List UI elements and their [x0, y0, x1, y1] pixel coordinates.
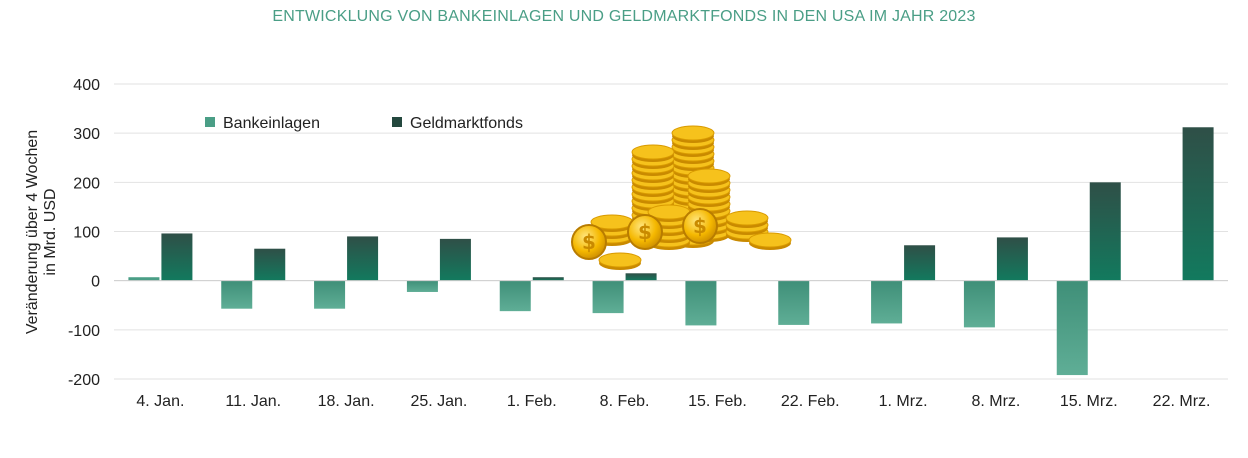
- bars: [128, 127, 1214, 376]
- x-tick-label: 1. Mrz.: [879, 393, 928, 410]
- x-tick-label: 22. Mrz.: [1153, 393, 1211, 410]
- legend-label: Bankeinlagen: [223, 115, 320, 132]
- x-tick-label: 18. Jan.: [318, 393, 375, 410]
- y-tick-label: 0: [91, 274, 100, 291]
- bar-geldmarktfonds: [439, 238, 471, 281]
- dollar-symbol: $: [582, 230, 596, 254]
- bar-geldmarktfonds: [532, 277, 564, 281]
- x-tick-label: 8. Mrz.: [971, 393, 1020, 410]
- bar-geldmarktfonds: [1182, 127, 1214, 281]
- bar-bankeinlagen: [685, 280, 717, 326]
- x-tick-label: 1. Feb.: [507, 393, 557, 410]
- coin: [748, 232, 792, 248]
- x-tick-label: 8. Feb.: [600, 393, 650, 410]
- coin: [671, 125, 715, 141]
- chart-title: ENTWICKLUNG VON BANKEINLAGEN UND GELDMAR…: [272, 8, 976, 25]
- bar-geldmarktfonds: [254, 248, 286, 281]
- y-tick-label: 400: [73, 77, 100, 94]
- bar-geldmarktfonds: [996, 237, 1028, 281]
- bar-bankeinlagen: [128, 277, 160, 281]
- y-tick-label: 100: [73, 225, 100, 242]
- coin: [725, 210, 769, 226]
- y-tick-label: 200: [73, 175, 100, 192]
- x-tick-label: 25. Jan.: [410, 393, 467, 410]
- bar-geldmarktfonds: [1089, 182, 1121, 281]
- upright-coin: [627, 214, 663, 250]
- bar-bankeinlagen: [1056, 280, 1088, 376]
- legend-label: Geldmarktfonds: [410, 115, 523, 132]
- bar-bankeinlagen: [871, 280, 903, 324]
- y-axis-label-line2: in Mrd. USD: [42, 188, 59, 275]
- x-tick-label: 11. Jan.: [225, 393, 281, 410]
- bar-bankeinlagen: [499, 280, 531, 312]
- legend-swatch: [205, 117, 215, 127]
- dollar-symbol: $: [693, 214, 707, 238]
- bar-bankeinlagen: [963, 280, 995, 328]
- bar-bankeinlagen: [221, 280, 253, 309]
- x-tick-label: 15. Mrz.: [1060, 393, 1118, 410]
- bar-geldmarktfonds: [161, 233, 193, 281]
- upright-coin: [571, 224, 607, 260]
- bar-geldmarktfonds: [347, 236, 379, 281]
- legend: Bankeinlagen Geldmarktfonds: [205, 115, 523, 132]
- bar-bankeinlagen: [592, 280, 624, 314]
- y-tick-label: 300: [73, 126, 100, 143]
- coin: [598, 252, 642, 268]
- bar-bankeinlagen: [778, 280, 810, 325]
- upright-coin: [682, 208, 718, 244]
- y-tick-label: -100: [68, 323, 100, 340]
- bar-geldmarktfonds: [904, 245, 936, 281]
- legend-swatch: [392, 117, 402, 127]
- gold-coins-icon: $ $ $: [571, 125, 792, 270]
- coin: [687, 168, 731, 184]
- x-tick-label: 22. Feb.: [781, 393, 840, 410]
- dollar-symbol: $: [638, 220, 652, 244]
- coin: [631, 144, 675, 160]
- x-tick-label: 15. Feb.: [688, 393, 747, 410]
- y-axis-label: Veränderung über 4 Wochen: [24, 130, 41, 334]
- axes: -200 -100 0 100 200 300 400 Veränderung über 4 …: [24, 77, 1228, 410]
- bar-bankeinlagen: [406, 280, 438, 292]
- x-tick-label: 4. Jan.: [136, 393, 184, 410]
- bar-geldmarktfonds: [625, 273, 657, 281]
- bar-bankeinlagen: [314, 280, 346, 309]
- y-tick-label: -200: [68, 372, 100, 389]
